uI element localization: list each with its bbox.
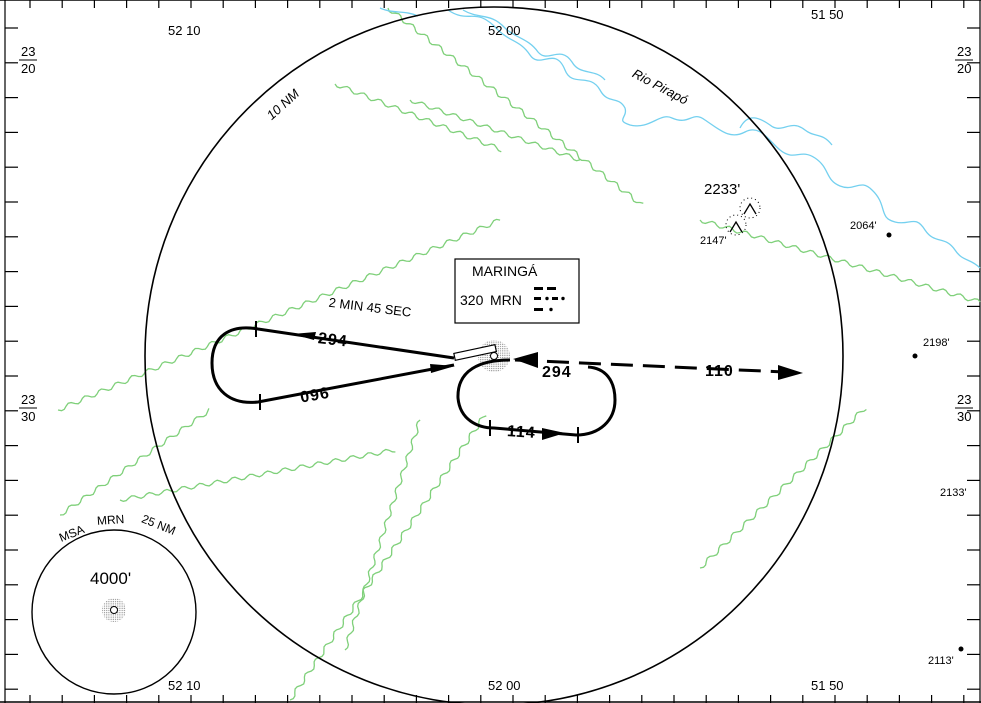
course-label-114: 114 — [506, 423, 536, 442]
holding-pattern-west — [210, 321, 498, 410]
elevation-label: 2233' — [704, 181, 740, 198]
svg-text:23: 23 — [21, 44, 35, 59]
elevation-label: 2064' — [850, 220, 877, 232]
spot-elevation-dot — [912, 353, 918, 359]
msa-radius: 25 NM — [140, 512, 178, 538]
obstacle-symbol — [725, 197, 761, 236]
morse-code — [534, 287, 565, 312]
course-label-110: 110 — [705, 363, 734, 380]
navaid-name: MARINGÁ — [472, 263, 538, 279]
svg-text:23: 23 — [957, 44, 971, 59]
elevation-label: 2113' — [928, 655, 954, 667]
svg-text:52 00: 52 00 — [488, 678, 521, 693]
msa-diagram: MSA MRN 25 NM 4000' — [31, 512, 197, 695]
svg-text:20: 20 — [957, 61, 971, 76]
svg-text:30: 30 — [957, 409, 971, 424]
svg-text:51 50: 51 50 — [811, 678, 844, 693]
terrain-contours — [57, 7, 981, 701]
river-label: Rio Pirapó — [630, 66, 691, 108]
svg-text:52 10: 52 10 — [168, 23, 201, 38]
latitude-labels: 23 20 23 20 23 30 23 30 — [19, 44, 973, 424]
longitude-labels-bottom: 52 10 52 00 51 50 — [168, 678, 844, 693]
holding-pattern-east — [456, 352, 617, 443]
spot-elevation-dot — [958, 646, 964, 652]
obstacle-group — [725, 197, 761, 236]
msa-ident: MRN — [97, 512, 125, 528]
range-ring-label: 10 NM — [264, 86, 303, 123]
svg-text:51 50: 51 50 — [811, 7, 844, 22]
elevation-label: 2198' — [923, 337, 950, 349]
msa-altitude: 4000' — [90, 569, 131, 588]
navaid-ident: MRN — [490, 292, 522, 308]
course-label-096: 096 — [299, 385, 331, 407]
spot-elevation-dot — [886, 232, 892, 238]
course-label-294-west: 294 — [317, 330, 349, 350]
navaid-info-box: MARINGÁ 320 MRN — [454, 258, 580, 324]
graticule-ticks — [5, 0, 980, 703]
river-pirapo — [379, 7, 981, 269]
departure-track-110 — [514, 358, 803, 380]
holding-time-label: 2 MIN 45 SEC — [328, 295, 412, 320]
range-ring-10nm — [144, 6, 844, 703]
svg-text:52 00: 52 00 — [488, 23, 521, 38]
course-label-294-east: 294 — [542, 364, 572, 381]
svg-text:52 10: 52 10 — [168, 678, 201, 693]
svg-text:23: 23 — [21, 392, 35, 407]
navaid-frequency: 320 — [460, 292, 484, 308]
longitude-labels-top: 52 10 52 00 51 50 — [168, 7, 844, 38]
svg-text:30: 30 — [21, 409, 35, 424]
elevation-label: 2147' — [700, 235, 727, 247]
svg-text:20: 20 — [21, 61, 35, 76]
svg-text:23: 23 — [957, 392, 971, 407]
elevation-label: 2133' — [940, 487, 967, 499]
